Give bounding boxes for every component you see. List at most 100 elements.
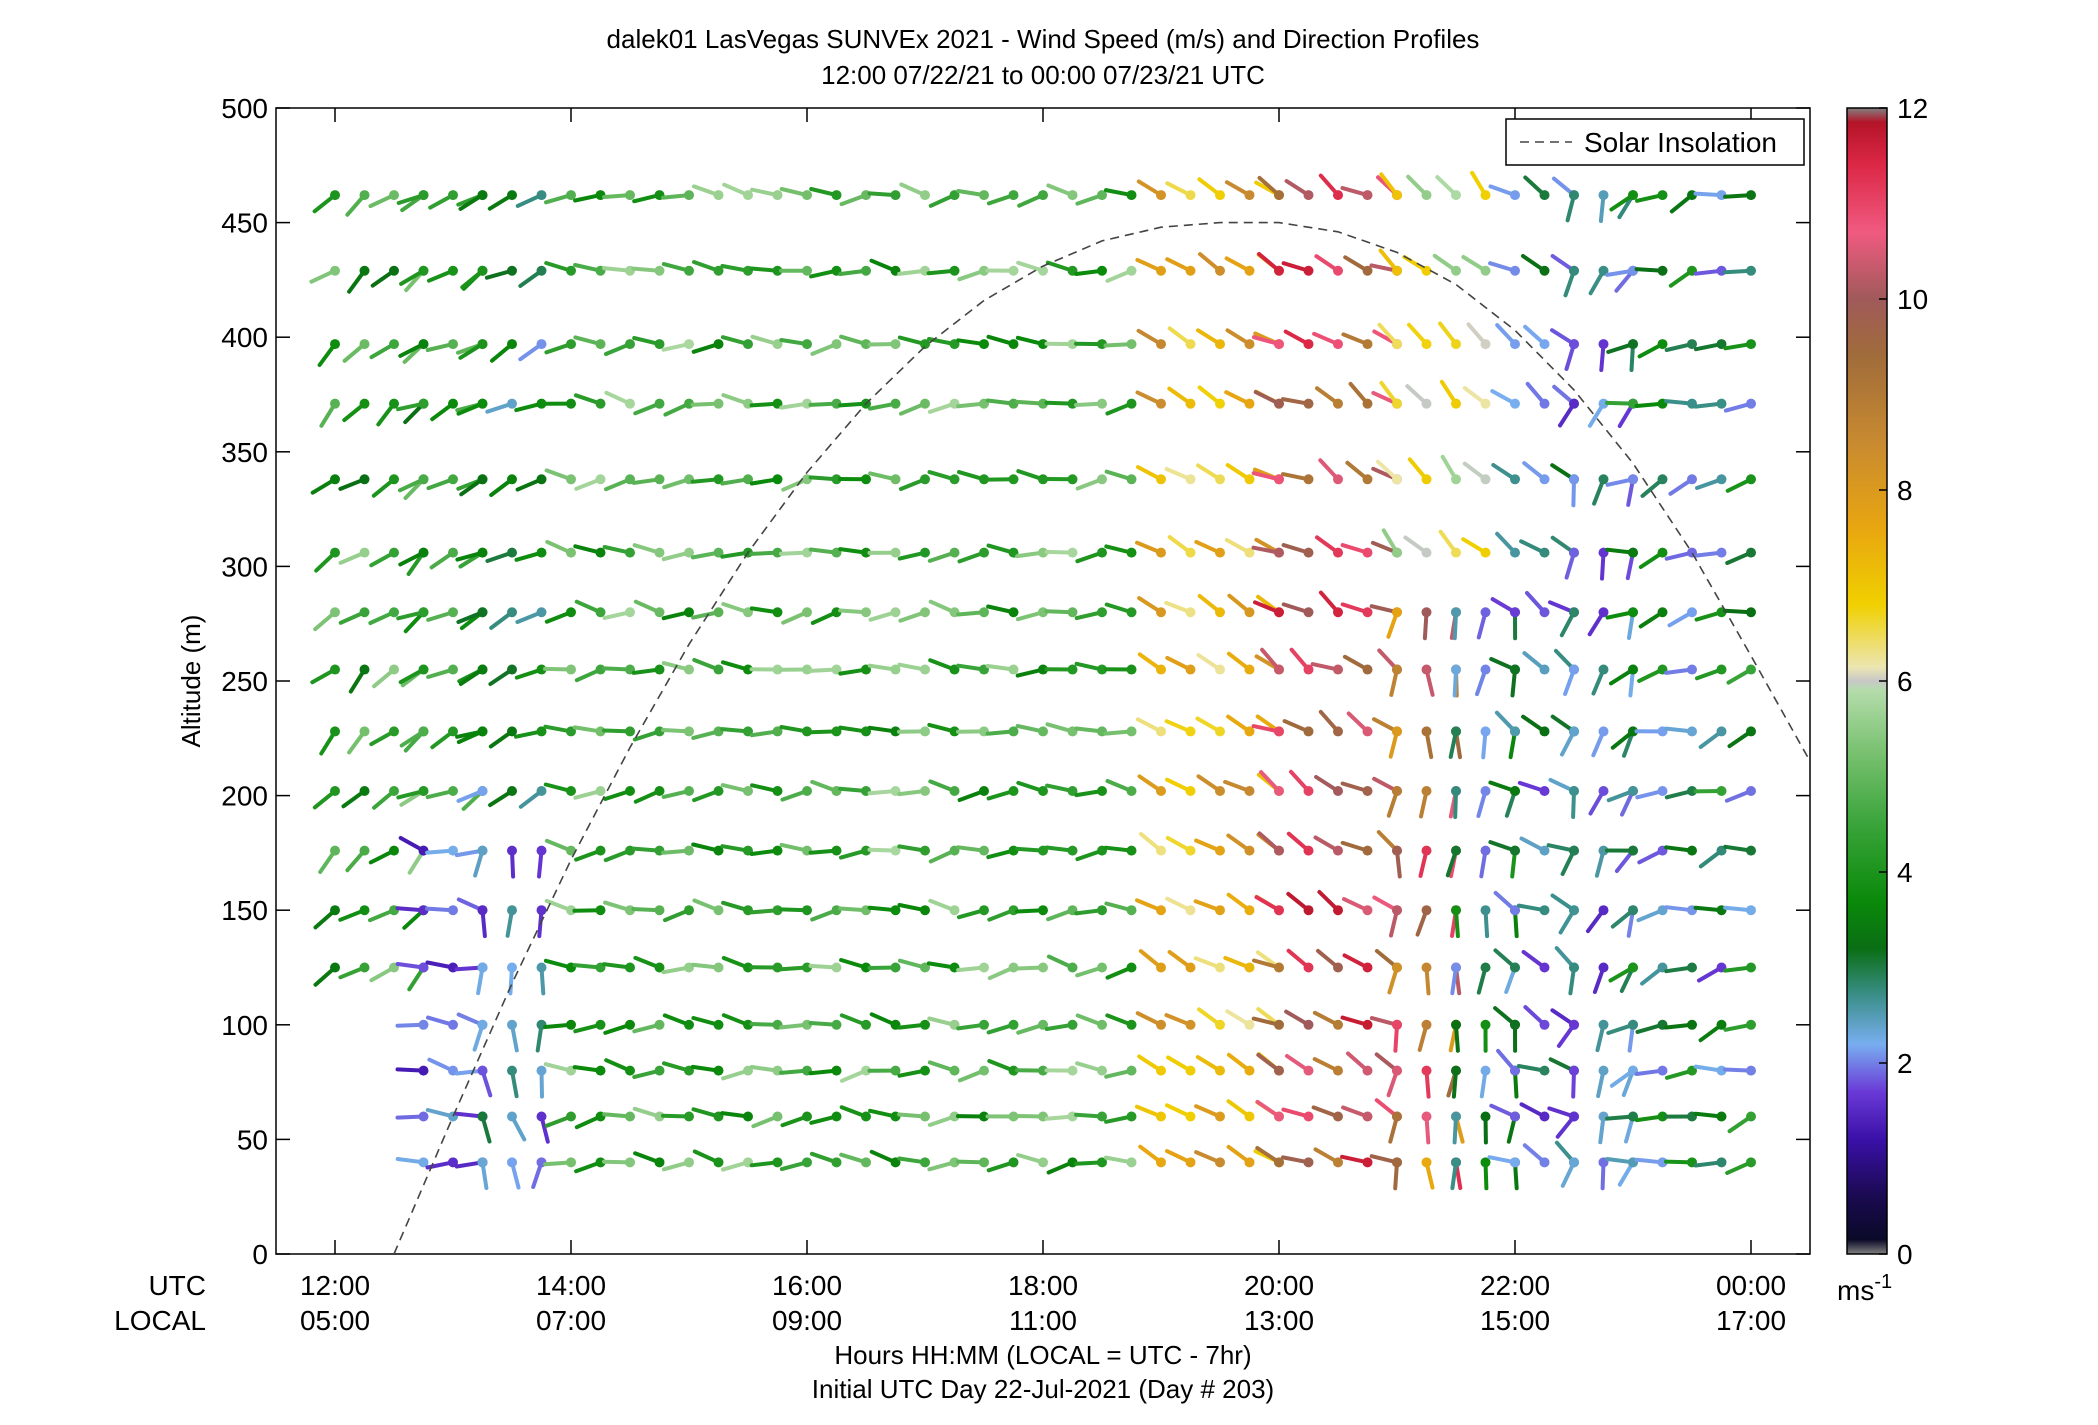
wind-barb-point [1303, 726, 1314, 737]
wind-barb-point [1657, 265, 1668, 276]
wind-barb-point [566, 190, 576, 201]
wind-barb-point [1687, 339, 1697, 350]
wind-barb-point [477, 547, 488, 558]
wind-barb-point [625, 398, 635, 409]
wind-barb-point [566, 607, 576, 618]
wind-barb-point [772, 726, 783, 737]
colorbar-unit: ms-1 [1837, 1271, 1892, 1306]
wind-barb-point [1746, 398, 1756, 409]
wind-barb-point [831, 664, 842, 675]
wind-barb-point [949, 1157, 960, 1168]
wind-barb-point [507, 1157, 517, 1168]
wind-barb-point [684, 190, 694, 201]
wind-barb-point [1333, 265, 1343, 276]
wind-barb-point [1038, 339, 1048, 350]
wind-barb-point [1451, 962, 1461, 973]
wind-barb-point [1510, 962, 1520, 973]
wind-barb-point [1392, 607, 1402, 618]
wind-barb-point [566, 547, 576, 558]
wind-barb-point [1244, 339, 1255, 350]
wind-barb-point [920, 398, 930, 409]
wind-barb-point [861, 474, 871, 485]
wind-barb-point [772, 607, 783, 618]
wind-barb-point [1156, 190, 1166, 201]
wind-barb-point [1038, 1157, 1048, 1168]
wind-barb-point [890, 845, 901, 856]
wind-barb-point [507, 339, 517, 350]
wind-barb-point [625, 1157, 635, 1168]
wind-barb-point [1716, 474, 1727, 485]
wind-barb-point [1156, 726, 1166, 737]
wind-barb-point [1067, 474, 1078, 485]
legend-label: Solar Insolation [1584, 127, 1777, 158]
wind-barb-point [1362, 265, 1373, 276]
x-tick-label-utc: 14:00 [536, 1270, 606, 1301]
wind-barb-point [831, 1065, 842, 1076]
wind-barb-point [772, 786, 783, 797]
wind-barb-point [802, 905, 812, 916]
wind-barb-point [536, 607, 547, 618]
wind-barb-point [1333, 1111, 1343, 1122]
wind-barb-point [1480, 547, 1491, 558]
wind-barb-point [1244, 547, 1255, 558]
wind-barb-point [684, 905, 694, 916]
wind-barb-point [890, 190, 901, 201]
wind-barb-point [359, 474, 370, 485]
wind-barb-point [1274, 845, 1284, 856]
wind-barb-point [1126, 664, 1137, 675]
wind-barb-point [448, 664, 458, 675]
wind-barb-point [1746, 607, 1756, 618]
wind-barb-point [979, 547, 989, 558]
wind-barb-point [1569, 339, 1579, 350]
wind-barb-point [359, 190, 370, 201]
wind-barb-point [920, 1019, 930, 1030]
wind-barb-point [1244, 664, 1255, 675]
wind-barb-point [713, 1019, 724, 1030]
wind-barb-point [1392, 190, 1402, 201]
wind-barb-point [1392, 474, 1402, 485]
wind-barb-point [330, 190, 340, 201]
y-tick-label: 0 [252, 1239, 268, 1270]
wind-barb-point [595, 845, 606, 856]
wind-barb-point [1746, 786, 1756, 797]
wind-barb-point [1008, 339, 1019, 350]
wind-barb-point [1038, 962, 1048, 973]
wind-barb-point [1038, 664, 1048, 675]
wind-barb-point [1097, 1157, 1107, 1168]
wind-barb-point [1598, 786, 1609, 797]
wind-barb-point [1126, 607, 1137, 618]
wind-barb-point [1156, 905, 1166, 916]
wind-barb-point [1215, 398, 1225, 409]
wind-barb-point [477, 1111, 488, 1122]
wind-barb-point [1097, 547, 1107, 558]
wind-barb-point [1628, 547, 1638, 558]
wind-barb-point [831, 339, 842, 350]
wind-barb-point [1598, 190, 1609, 201]
wind-barb-point [625, 786, 635, 797]
wind-barb-point [1421, 905, 1432, 916]
wind-barb-point [1126, 1111, 1137, 1122]
wind-barb-point [713, 905, 724, 916]
wind-barb-point [949, 547, 960, 558]
wind-barb-point [1185, 962, 1196, 973]
wind-barb-point [1628, 607, 1638, 618]
x-tick-label-local: 09:00 [772, 1305, 842, 1336]
wind-barb-point [359, 547, 370, 558]
wind-barb-point [418, 398, 429, 409]
wind-barb-point [1628, 1019, 1638, 1030]
wind-barb-point [1539, 474, 1550, 485]
wind-barb-point [1598, 607, 1609, 618]
wind-barb-point [713, 607, 724, 618]
wind-barb-point [1185, 474, 1196, 485]
wind-barb-point [418, 786, 429, 797]
wind-barb-point [1569, 190, 1579, 201]
x-tick-label-local: 13:00 [1244, 1305, 1314, 1336]
wind-barb-point [1244, 1157, 1255, 1168]
wind-barb-point [477, 398, 488, 409]
wind-barb-point [359, 664, 370, 675]
wind-barb-point [1480, 1111, 1491, 1122]
wind-barb-point [1215, 547, 1225, 558]
wind-barb-point [1480, 786, 1491, 797]
wind-barb-point [1362, 664, 1373, 675]
wind-barb-point [1687, 1019, 1697, 1030]
